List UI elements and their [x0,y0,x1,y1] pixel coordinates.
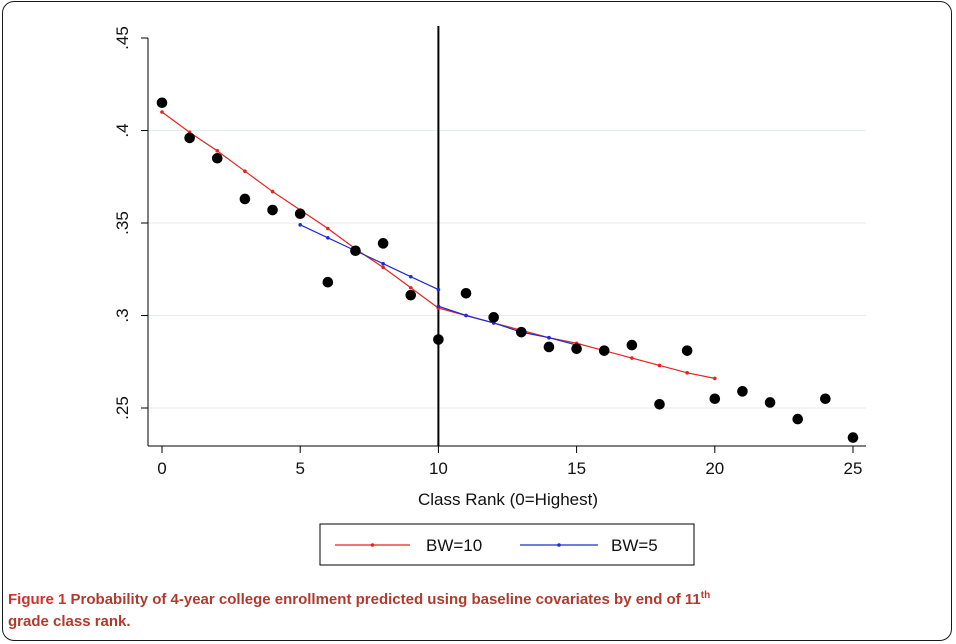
series-marker [713,376,717,381]
series-marker [408,274,413,279]
caption-text-line2: grade class rank. [8,613,131,630]
series-marker [326,226,330,231]
data-point [709,393,721,405]
legend-label: BW=10 [426,536,482,555]
x-tick-label: 5 [295,459,304,478]
data-point [350,245,361,257]
x-tick-label: 10 [429,459,448,478]
y-tick-label: .25 [113,396,132,420]
y-tick-label: .45 [113,26,132,50]
series-marker [436,287,441,292]
series-marker [160,110,164,114]
series-marker [547,335,551,340]
figure-caption: Figure 1 Probability of 4-year college e… [8,589,938,633]
y-tick-label: .4 [113,123,132,137]
series-marker [464,313,468,318]
data-point [820,393,831,405]
series-marker [436,304,441,309]
x-tick-label: 20 [705,459,724,478]
series-marker [408,285,413,290]
series-marker [298,223,303,227]
x-tick-label: 0 [157,459,166,478]
data-point [184,132,195,144]
data-point [377,238,389,249]
legend: BW=10 BW=5 [319,523,695,566]
series-marker [381,261,385,266]
data-point [737,386,748,397]
series-marker [381,265,385,270]
series-marker [215,149,220,153]
series-marker [326,236,330,240]
series-marker [270,189,275,194]
data-point [488,312,499,323]
series-marker [243,169,247,173]
data-point [543,341,555,353]
data-point [460,288,472,299]
data-point [792,413,804,425]
series-marker [630,356,634,360]
data-point [211,152,223,164]
series-marker [685,371,689,375]
data-point [294,208,306,220]
series-line [299,224,439,291]
series-line [438,305,577,346]
data-point [626,339,638,351]
x-tick-label: 25 [844,459,863,478]
data-point [322,276,334,288]
data-point [239,193,251,205]
x-axis-label: Class Rank (0=Highest) [418,490,598,509]
data-point [405,289,417,301]
data-point [267,204,278,216]
data-point [598,345,610,356]
fit-lines [160,110,717,381]
chart: .25 .3 .35 .4 .45 0 5 10 15 20 25 Class Rank (0=H… [113,26,866,566]
data-point [681,345,693,356]
legend-label: BW=5 [611,536,658,555]
caption-text: Probability of 4-year college enrollment… [70,591,701,608]
axes [147,38,866,447]
x-tick-label: 15 [567,459,586,478]
caption-label: Figure 1 [8,591,67,608]
data-point [156,97,168,109]
data-point [571,343,582,355]
y-tick-label: .35 [113,211,132,235]
data-point [516,326,527,338]
legend-swatch-marker [557,543,561,547]
y-ticks: .25 .3 .35 .4 .45 [113,26,148,420]
legend-swatch-marker [370,543,375,547]
data-point [764,397,776,408]
data-point [847,432,859,443]
data-points [156,97,859,443]
legend-box [319,523,695,566]
x-ticks: 0 5 10 15 20 25 [157,446,862,478]
data-point [433,334,444,345]
caption-superscript: th [700,590,711,601]
data-point [654,399,665,410]
series-marker [657,363,662,368]
gridlines [149,130,866,409]
y-tick-label: .3 [113,308,132,322]
